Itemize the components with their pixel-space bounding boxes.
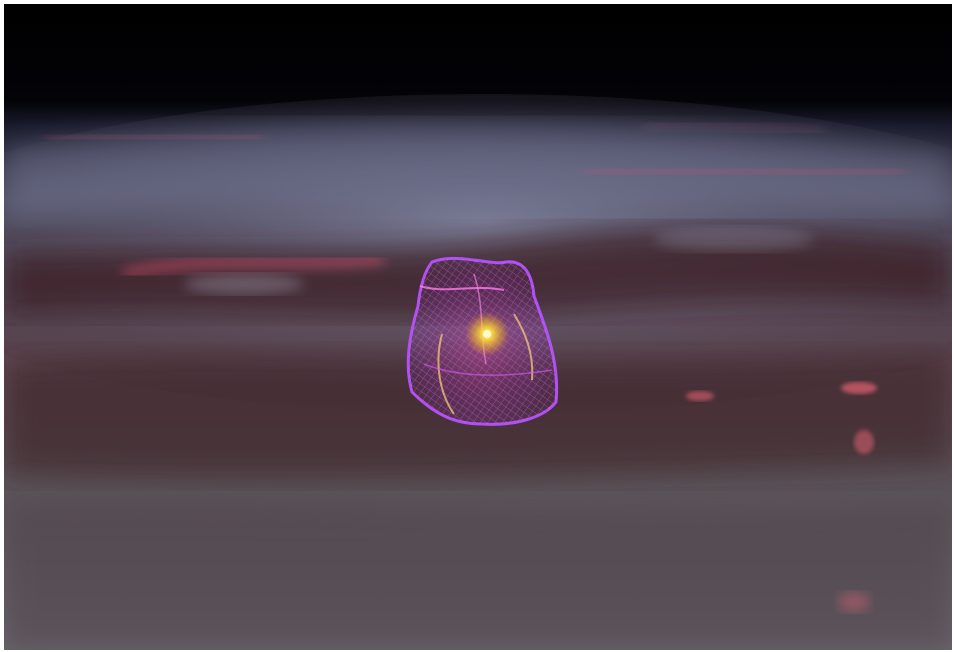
3d-viewport[interactable] (4, 4, 952, 650)
galactic-disk (4, 94, 952, 650)
glowing-core-icon (465, 312, 509, 356)
galaxy-scene[interactable] (4, 4, 952, 650)
